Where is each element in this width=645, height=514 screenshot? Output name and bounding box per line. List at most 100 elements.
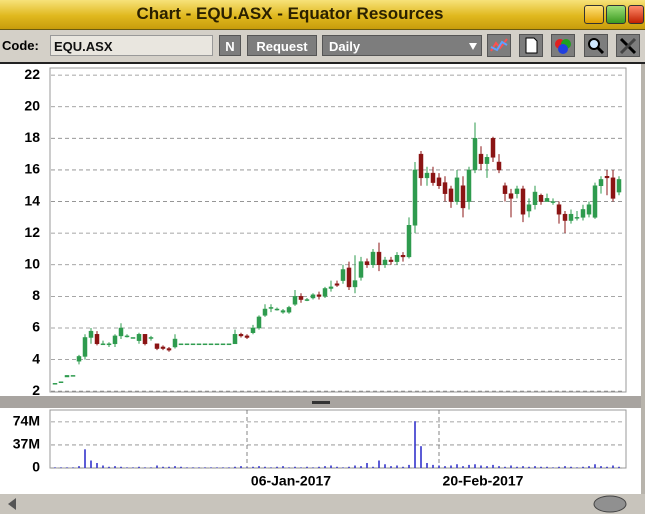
candle-body <box>424 172 430 179</box>
candle-body <box>88 330 94 338</box>
volume-bar <box>612 465 614 468</box>
code-label: Code: <box>2 38 39 53</box>
candle-body <box>286 307 292 313</box>
interval-dropdown[interactable]: Daily <box>322 35 482 56</box>
candle-body <box>460 185 466 209</box>
candle-body <box>256 316 262 329</box>
candle-body <box>580 209 586 218</box>
candle-body <box>376 251 382 266</box>
maximize-button[interactable] <box>606 5 626 24</box>
candle-body <box>604 176 610 179</box>
volume-bar <box>216 467 218 468</box>
candle-body <box>346 267 352 288</box>
candle-body <box>532 191 538 205</box>
candle-body <box>616 179 622 193</box>
volume-bar <box>414 421 416 468</box>
icon <box>555 39 571 54</box>
volume-bar <box>426 463 428 468</box>
candle-body <box>586 204 592 215</box>
y-tick-label: 6 <box>32 319 40 335</box>
volume-bar <box>606 466 608 468</box>
candle-body <box>310 294 316 299</box>
candle-body <box>70 375 76 377</box>
n-button[interactable]: N <box>219 35 241 56</box>
volume-bar <box>342 467 344 468</box>
volume-bar <box>438 465 440 468</box>
candle-body <box>316 294 322 297</box>
candle-body <box>430 172 436 183</box>
candle-body <box>436 177 442 186</box>
candle-body <box>130 337 136 339</box>
splitter-grip <box>312 401 330 404</box>
code-input[interactable]: EQU.ASX <box>50 35 213 56</box>
tools-button[interactable] <box>616 34 640 57</box>
candle-body <box>496 161 502 171</box>
volume-bar <box>234 466 236 468</box>
volume-bar <box>450 465 452 468</box>
request-button[interactable]: Request <box>247 35 317 56</box>
icon <box>619 37 637 55</box>
volume-bar <box>360 466 362 468</box>
candle-body <box>442 182 448 194</box>
page-button[interactable] <box>519 34 543 57</box>
volume-bar <box>468 464 470 468</box>
candle-body <box>322 288 328 297</box>
candle-body <box>334 283 340 286</box>
candle-body <box>190 343 196 346</box>
volume-bar <box>510 465 512 468</box>
volume-bar <box>498 466 500 468</box>
volume-bar <box>534 466 536 468</box>
volume-bar <box>288 467 290 468</box>
volume-bar <box>570 466 572 468</box>
candle-body <box>274 308 280 311</box>
volume-bar <box>594 464 596 468</box>
volume-bar <box>348 466 350 468</box>
volume-bar <box>168 466 170 468</box>
interval-value: Daily <box>329 39 361 54</box>
candle-body <box>250 327 256 333</box>
volume-bar <box>408 464 410 468</box>
candle-body <box>292 296 298 305</box>
volume-bar <box>228 467 230 468</box>
volume-bar <box>432 464 434 468</box>
candle-body <box>58 381 64 383</box>
price-plot-area <box>49 67 627 393</box>
y-tick-label: 37M <box>13 436 40 452</box>
candle-body <box>112 335 118 345</box>
scroll-thumb[interactable] <box>593 495 627 513</box>
volume-bar <box>210 467 212 468</box>
zoom-button[interactable] <box>584 34 608 57</box>
candle-body <box>472 138 478 171</box>
color-button[interactable] <box>551 34 575 57</box>
indicator-button[interactable] <box>487 34 511 57</box>
volume-bar <box>270 467 272 468</box>
volume-bar <box>540 466 542 468</box>
x-tick-label: 20-Feb-2017 <box>443 473 524 489</box>
candle-body <box>538 194 544 202</box>
volume-bar <box>582 466 584 468</box>
candle-body <box>184 343 190 346</box>
scrollbar[interactable] <box>0 494 645 514</box>
candle-body <box>544 198 550 202</box>
y-tick-label: 22 <box>24 66 40 82</box>
candle-body <box>280 310 286 313</box>
volume-bar <box>120 466 122 468</box>
close-button[interactable] <box>628 5 644 24</box>
volume-bar <box>126 467 128 468</box>
volume-bar <box>618 466 620 468</box>
volume-bar <box>546 466 548 468</box>
y-tick-label: 16 <box>24 161 40 177</box>
candle-body <box>238 334 244 337</box>
candle-body <box>514 188 520 194</box>
volume-bar <box>318 466 320 468</box>
candle-body <box>478 153 484 164</box>
scroll-left[interactable] <box>8 498 16 510</box>
volume-bar <box>282 466 284 468</box>
candle-body <box>508 193 514 199</box>
volume-bar <box>330 465 332 468</box>
candle-body <box>520 188 526 215</box>
minimize-button[interactable] <box>584 5 604 24</box>
candle-body <box>52 383 58 385</box>
volume-bar <box>600 466 602 468</box>
